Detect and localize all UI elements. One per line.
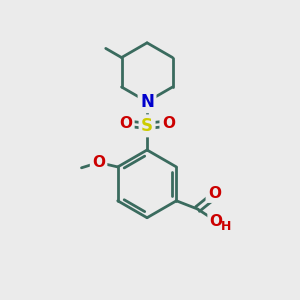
Text: O: O	[92, 155, 105, 170]
Text: O: O	[208, 186, 221, 201]
Text: O: O	[162, 116, 175, 131]
Text: O: O	[210, 214, 223, 229]
Text: O: O	[119, 116, 132, 131]
Text: N: N	[140, 93, 154, 111]
Text: H: H	[221, 220, 231, 233]
Text: S: S	[141, 117, 153, 135]
